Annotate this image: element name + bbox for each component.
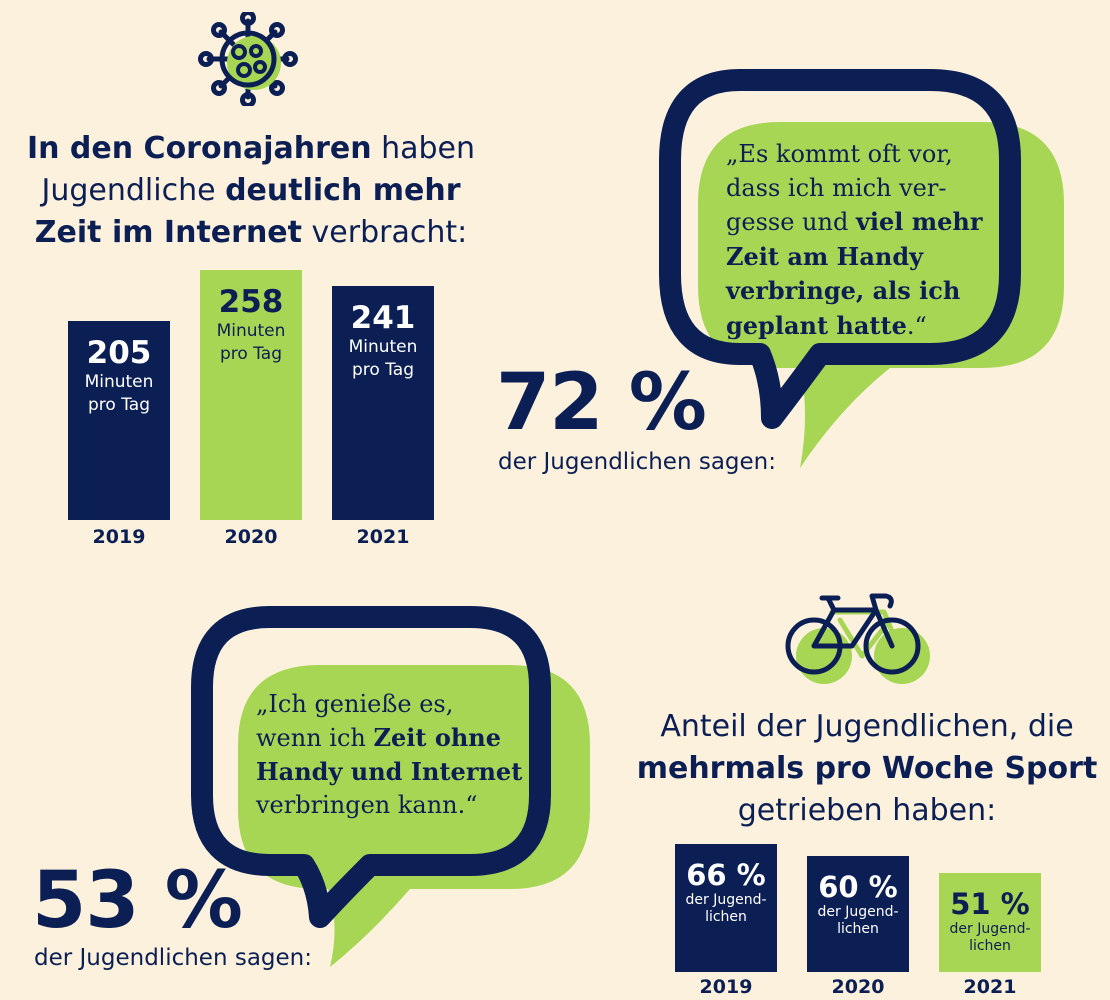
text-line: verbringen kann.“ [256, 789, 556, 822]
quote-1-caption: der Jugendlichen sagen: [498, 449, 776, 475]
bar-2021: 51 % der Jugend-lichen [939, 873, 1041, 972]
virus-icon [198, 12, 298, 106]
year-label-2019: 2019 [699, 976, 753, 998]
bold-segment: geplant hatte [726, 310, 907, 340]
quote-1-text: „Es kommt oft vor, dass ich mich ver-gess… [726, 138, 1026, 343]
internet-minutes-chart: 205 Minuten pro Tag 2019 258 Minuten pro Tag 20… [0, 0, 500, 560]
bold-segment: Handy und Internet [256, 757, 523, 786]
text-segment: Jugendliche [41, 173, 226, 208]
bar-unit-label: der Jugend- [949, 921, 1031, 938]
text-line: verbringe, als ich [726, 274, 1026, 309]
bar-value-label: 241 [350, 300, 416, 337]
text-segment: Anteil der Jugendlichen, die [660, 709, 1074, 744]
bar-unit-label: pro Tag [352, 360, 414, 381]
bold-segment: Zeit im Internet [34, 215, 302, 250]
text-segment: dass ich mich ver- [726, 173, 947, 202]
text-line: wenn ich Zeit ohne [256, 721, 556, 755]
year-label-2019: 2019 [92, 526, 146, 548]
year-label-2021: 2021 [356, 526, 410, 548]
bar-unit-label: lichen [969, 938, 1011, 955]
text-segment: getrieben haben: [737, 793, 997, 828]
year-label-2021: 2021 [963, 976, 1017, 998]
text-segment: „Ich genieße es, [256, 690, 454, 718]
bar-unit-label: Minuten [348, 337, 418, 358]
bar-unit-label: lichen [837, 920, 879, 937]
bar-2019: 205 Minuten pro Tag [68, 321, 170, 520]
bold-segment: deutlich mehr [225, 173, 461, 208]
bar-2020: 60 % der Jugend-lichen [807, 855, 909, 972]
text-segment: .“ [906, 311, 927, 340]
text-segment: wenn ich [256, 724, 374, 752]
quote-2-caption: der Jugendlichen sagen: [34, 945, 312, 971]
quote-2-percent: 53 % [32, 856, 243, 946]
text-line: dass ich mich ver- [726, 172, 1026, 206]
speech-bubble-1 [659, 69, 1064, 468]
quote-1-percent: 72 % [496, 358, 707, 448]
bold-segment: mehrmals pro Woche Sport [636, 751, 1098, 786]
bar-unit-label: der Jugend- [817, 903, 899, 920]
bold-segment: Zeit ohne [373, 723, 502, 752]
text-segment: „Es kommt oft vor, [726, 140, 953, 168]
text-line: gesse und viel mehr [726, 205, 1026, 240]
text-line: geplant hatte.“ [726, 309, 1026, 344]
bar-2019: 66 % der Jugend-lichen [675, 843, 777, 972]
year-label-2020: 2020 [224, 526, 278, 548]
bar-value-label: 205 [86, 335, 152, 372]
quote-2-text: „Ich genieße es, wenn ich Zeit ohne Handy … [256, 688, 556, 822]
bar-unit-label: der Jugend- [685, 891, 767, 908]
text-line: Zeit im Internet verbracht: [20, 212, 482, 254]
year-label-2020: 2020 [831, 976, 885, 998]
bold-segment: viel mehr [855, 207, 983, 236]
text-line: getrieben haben: [630, 790, 1104, 832]
bar-value-label: 51 % [950, 887, 1030, 922]
bar-2021: 241 Minuten pro Tag [332, 286, 434, 520]
speech-bubble-2 [191, 606, 590, 967]
bar-unit-label: pro Tag [220, 343, 282, 364]
bar-value-label: 60 % [818, 869, 898, 904]
internet-heading: In den Coronajahren haben Jugendliche deu… [20, 128, 482, 254]
text-segment: verbringen kann.“ [256, 791, 478, 819]
bold-segment: Zeit am Handy [726, 241, 924, 271]
text-line: Handy und Internet [256, 755, 556, 789]
bar-unit-label: lichen [705, 908, 747, 925]
bicycle-icon [785, 593, 930, 684]
text-segment: verbracht: [301, 215, 468, 250]
bar-unit-label: pro Tag [88, 395, 150, 416]
text-segment: gesse und [726, 208, 856, 236]
bold-segment: In den Coronajahren [26, 131, 372, 166]
text-line: Zeit am Handy [726, 240, 1026, 275]
bar-value-label: 66 % [686, 857, 766, 892]
text-line: Jugendliche deutlich mehr [20, 170, 482, 212]
text-segment: haben [371, 131, 476, 166]
text-line: Anteil der Jugendlichen, die [630, 706, 1104, 748]
bold-segment: verbringe, als ich [726, 276, 961, 305]
bar-2020: 258 Minuten pro Tag [200, 269, 302, 520]
bar-value-label: 258 [218, 283, 284, 320]
text-line: mehrmals pro Woche Sport [630, 748, 1104, 790]
bar-unit-label: Minuten [216, 320, 286, 341]
text-line: „Es kommt oft vor, [726, 138, 1026, 172]
text-line: „Ich genieße es, [256, 688, 556, 721]
bar-unit-label: Minuten [84, 372, 154, 393]
sport-heading: Anteil der Jugendlichen, die mehrmals pro… [630, 706, 1104, 832]
text-line: In den Coronajahren haben [20, 128, 482, 170]
